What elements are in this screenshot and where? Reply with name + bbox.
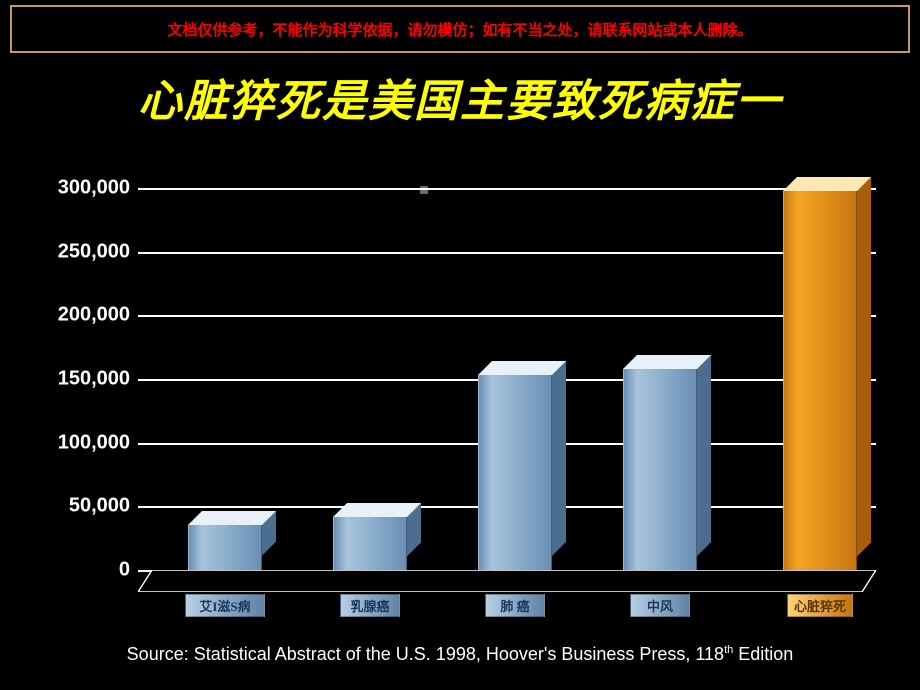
xtick-label: 中风 xyxy=(630,594,690,617)
xtick-label: 心脏猝死 xyxy=(787,594,853,617)
disclaimer-text: 文档仅供参考，不能作为科学依据，请勿模仿；如有不当之处，请联系网站或本人删除。 xyxy=(167,19,752,40)
bar-top xyxy=(333,503,421,517)
ytick-label: 150,000 xyxy=(40,368,130,391)
bar-side xyxy=(697,355,711,570)
bar-front xyxy=(478,375,552,570)
source-citation: Source: Statistical Abstract of the U.S.… xyxy=(0,644,920,665)
bar-front xyxy=(188,525,262,570)
bar-side xyxy=(857,177,871,570)
bar xyxy=(188,525,262,570)
bar xyxy=(623,369,697,570)
xtick-label: 乳腺癌 xyxy=(340,594,400,617)
gridline xyxy=(138,188,876,190)
bar-top xyxy=(623,355,711,369)
source-prefix: Source: Statistical Abstract of the U.S.… xyxy=(127,644,724,664)
disclaimer-banner: 文档仅供参考，不能作为科学依据，请勿模仿；如有不当之处，请联系网站或本人删除。 xyxy=(10,5,910,53)
page-title: 心脏猝死是美国主要致死病症一 xyxy=(0,65,920,129)
source-suffix: Edition xyxy=(733,644,793,664)
ytick-label: 50,000 xyxy=(40,495,130,518)
bar-side xyxy=(552,361,566,570)
bar-top xyxy=(783,177,871,191)
bar-top xyxy=(478,361,566,375)
ytick-label: 300,000 xyxy=(40,177,130,200)
bar-top xyxy=(188,511,276,525)
bar-front xyxy=(623,369,697,570)
xtick-label: 肺 癌 xyxy=(485,594,545,617)
xtick-label: 艾I滋S病 xyxy=(185,594,265,617)
bar-front xyxy=(333,517,407,570)
ytick-label: 250,000 xyxy=(40,240,130,263)
chart-floor xyxy=(138,570,876,592)
bar xyxy=(783,191,857,570)
ytick-label: 0 xyxy=(40,559,130,582)
ytick-label: 100,000 xyxy=(40,431,130,454)
gridline xyxy=(138,315,876,317)
bar xyxy=(333,517,407,570)
bar xyxy=(478,375,552,570)
gridline xyxy=(138,252,876,254)
bar-chart: 050,000100,000150,000200,000250,000300,0… xyxy=(40,188,880,618)
plot-area xyxy=(138,188,876,570)
bar-front xyxy=(783,191,857,570)
ytick-label: 200,000 xyxy=(40,304,130,327)
source-sup: th xyxy=(724,644,733,656)
